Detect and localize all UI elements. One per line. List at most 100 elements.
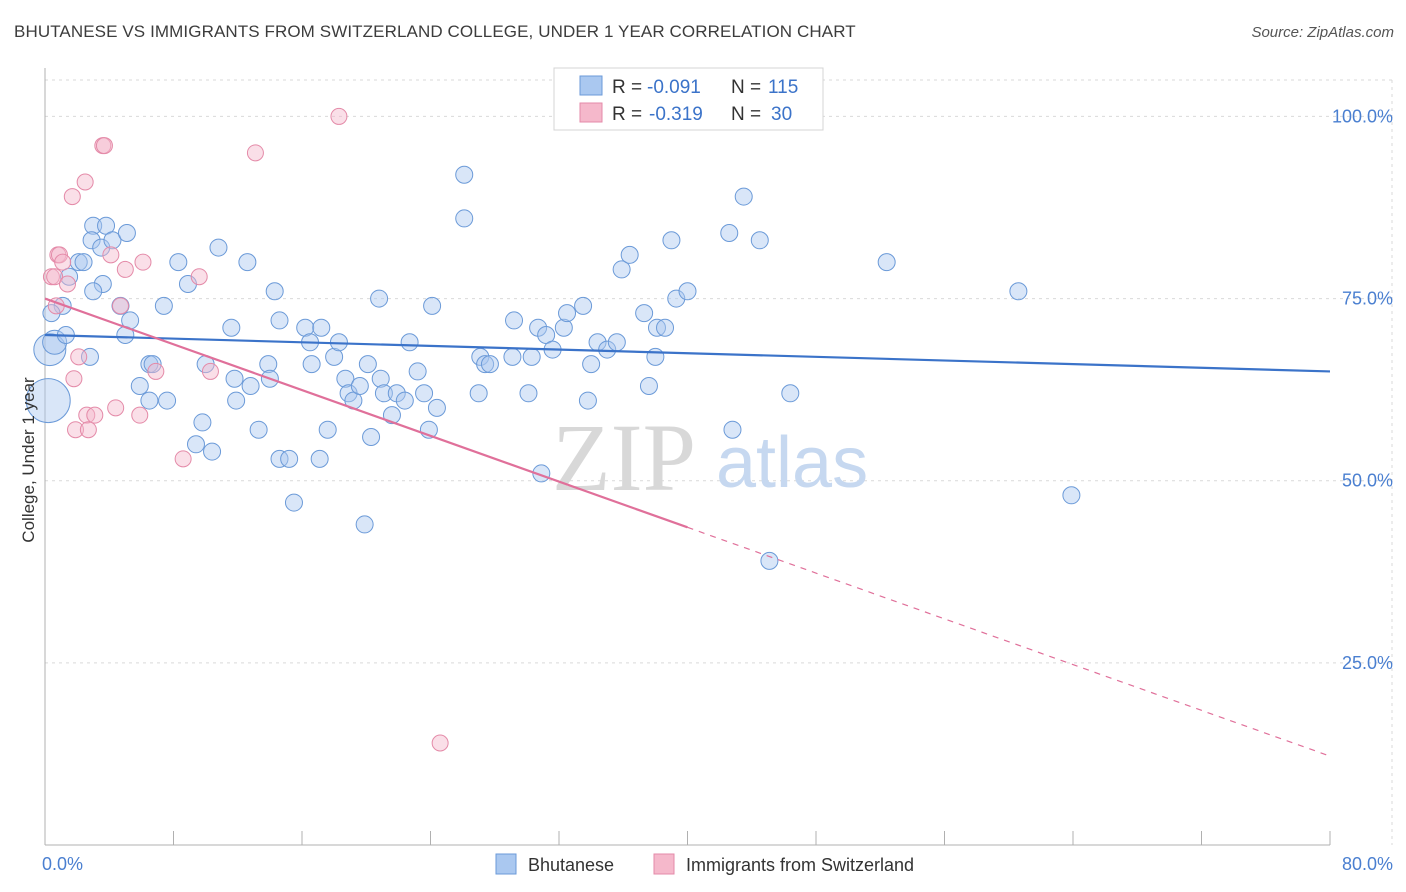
data-point-bhutanese (408, 362, 427, 381)
data-point-bhutanese (667, 289, 686, 308)
data-point-bhutanese (238, 253, 257, 272)
series-switzerland-points (42, 107, 449, 752)
bottom-legend-swatch-bhutanese (495, 853, 517, 875)
data-point-bhutanese (476, 355, 495, 374)
y-tick-label: 100.0% (1332, 106, 1393, 126)
legend-n-label-2: N = (731, 104, 761, 125)
data-point-bhutanese (469, 384, 488, 403)
data-point-bhutanese (574, 296, 593, 315)
data-point-bhutanese (723, 420, 742, 439)
data-point-switzerland (54, 253, 72, 271)
data-point-bhutanese (455, 165, 474, 184)
data-point-bhutanese (427, 398, 446, 417)
trend-line-bhutanese (44, 333, 1331, 373)
data-point-bhutanese (318, 420, 337, 439)
data-point-bhutanese (877, 253, 896, 272)
data-point-bhutanese (620, 245, 639, 264)
data-point-bhutanese (225, 369, 244, 388)
data-point-bhutanese (362, 428, 381, 446)
data-point-bhutanese (662, 231, 681, 250)
data-point-bhutanese (607, 333, 626, 352)
data-point-bhutanese (382, 406, 401, 425)
data-point-switzerland (63, 188, 81, 206)
data-point-bhutanese (355, 515, 374, 534)
data-point-bhutanese (750, 231, 769, 250)
data-point-bhutanese (598, 340, 617, 359)
bottom-legend: Bhutanese Immigrants from Switzerland (495, 853, 914, 875)
bottom-legend-label-bhutanese: Bhutanese (528, 855, 614, 875)
y-tick-label: 75.0% (1342, 289, 1393, 309)
data-point-bhutanese (415, 384, 434, 403)
data-point-bhutanese (284, 493, 303, 512)
data-point-bhutanese (656, 318, 675, 337)
data-point-bhutanese (370, 289, 389, 308)
data-point-bhutanese (503, 347, 522, 366)
y-tick-label: 25.0% (1342, 653, 1393, 673)
data-point-bhutanese (259, 355, 278, 374)
data-point-switzerland (76, 173, 94, 191)
data-point-bhutanese (519, 384, 538, 403)
data-point-switzerland (70, 348, 88, 366)
data-point-bhutanese (186, 435, 205, 454)
data-point-bhutanese (209, 238, 228, 257)
y-axis-label: College, Under 1 year (19, 377, 38, 543)
data-point-switzerland (95, 137, 113, 155)
data-point-switzerland (201, 362, 219, 380)
legend-n-value-2: 30 (771, 104, 792, 125)
data-point-bhutanese (505, 311, 524, 330)
data-point-bhutanese (1062, 486, 1081, 505)
data-point-switzerland (67, 421, 85, 439)
data-point-switzerland (246, 144, 264, 162)
data-point-bhutanese (117, 224, 136, 242)
legend: R = -0.091 N = 115 R = -0.319 N = 30 (553, 67, 824, 131)
data-point-switzerland (58, 275, 76, 293)
legend-r-label-1: R = (612, 77, 642, 98)
data-point-bhutanese (310, 449, 329, 468)
y-tick-label: 50.0% (1342, 471, 1393, 491)
data-point-bhutanese (350, 377, 369, 395)
data-point-switzerland (65, 370, 83, 388)
data-point-bhutanese (325, 347, 344, 366)
trend-lines (44, 297, 1331, 757)
data-point-bhutanese (400, 333, 419, 352)
data-point-bhutanese (760, 551, 779, 570)
data-point-bhutanese (374, 384, 393, 403)
data-point-switzerland (134, 253, 152, 271)
legend-r-value-2: -0.319 (649, 104, 703, 125)
legend-n-label-1: N = (731, 77, 761, 98)
data-point-bhutanese (678, 282, 697, 301)
legend-n-value-1: 115 (768, 77, 798, 98)
trend-line-switzerland (44, 297, 688, 529)
data-point-switzerland (79, 421, 97, 439)
data-point-bhutanese (25, 378, 71, 424)
data-point-bhutanese (578, 391, 597, 410)
data-point-bhutanese (558, 304, 577, 323)
bottom-legend-swatch-switzerland (653, 853, 675, 875)
data-point-switzerland (190, 268, 208, 286)
data-point-bhutanese (554, 318, 573, 337)
data-point-bhutanese (371, 369, 390, 388)
data-point-bhutanese (336, 369, 355, 388)
data-point-bhutanese (265, 282, 284, 301)
data-point-switzerland (330, 107, 348, 125)
data-point-bhutanese (358, 355, 377, 374)
data-point-bhutanese (74, 253, 93, 272)
x-tick-label: 80.0% (1342, 854, 1393, 874)
data-point-bhutanese (103, 231, 122, 250)
data-point-bhutanese (92, 238, 111, 257)
data-point-switzerland (174, 450, 192, 468)
watermark: ZIP atlas (552, 404, 868, 511)
tick-labels: 25.0% 50.0% 75.0% 100.0% 0.0% 80.0% (42, 106, 1393, 874)
data-point-bhutanese (154, 296, 173, 315)
data-point-bhutanese (249, 420, 268, 439)
data-point-bhutanese (158, 391, 177, 410)
data-point-bhutanese (522, 347, 541, 366)
data-point-bhutanese (395, 391, 414, 410)
data-point-switzerland (107, 399, 125, 417)
chart-title: BHUTANESE VS IMMIGRANTS FROM SWITZERLAND… (14, 22, 856, 41)
data-point-bhutanese (302, 355, 321, 374)
data-point-bhutanese (84, 282, 103, 301)
data-point-bhutanese (270, 449, 289, 468)
data-point-bhutanese (280, 449, 299, 468)
